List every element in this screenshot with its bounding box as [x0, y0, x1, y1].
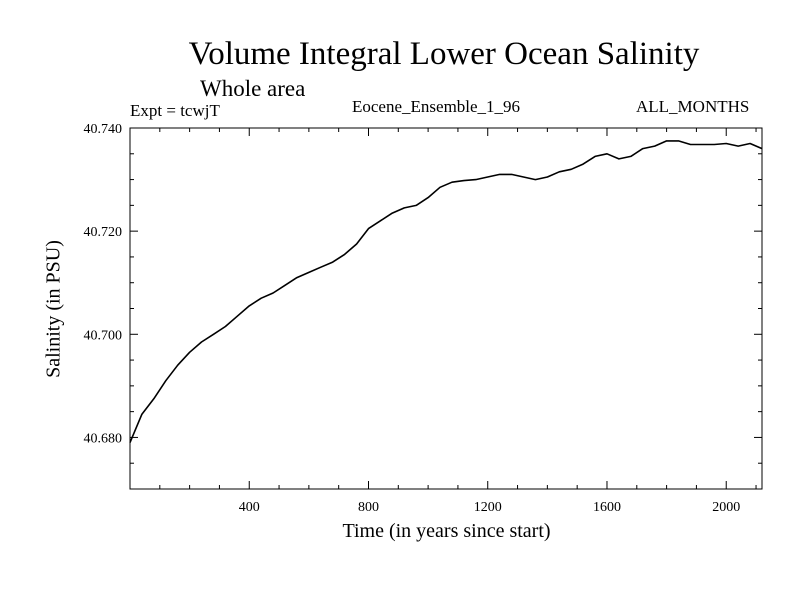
plot-frame	[129, 127, 763, 490]
axis-ticks: 400 800 1200 1600 2000 40.680 40.700 40.720 40.7…	[84, 122, 762, 515]
experiment-label: Expt = tcwjT	[130, 101, 220, 120]
y-tick-label: 40.720	[84, 225, 123, 240]
x-tick-label: 2000	[712, 500, 740, 515]
run-label: Eocene_Ensemble_1_96	[352, 97, 521, 116]
x-axis-label: Time (in years since start)	[342, 520, 551, 542]
y-tick-label: 40.680	[84, 431, 123, 446]
months-label: ALL_MONTHS	[636, 97, 750, 116]
x-tick-label: 1600	[593, 500, 621, 515]
y-tick-label: 40.740	[84, 122, 123, 137]
x-tick-label: 400	[239, 500, 260, 515]
y-tick-label: 40.700	[84, 328, 123, 343]
salinity-series-line	[129, 140, 763, 443]
x-tick-label: 1200	[474, 500, 502, 515]
chart-subtitle: Whole area	[200, 76, 306, 101]
x-tick-label: 800	[358, 500, 379, 515]
chart-title: Volume Integral Lower Ocean Salinity	[188, 36, 700, 72]
series-group	[129, 140, 763, 443]
